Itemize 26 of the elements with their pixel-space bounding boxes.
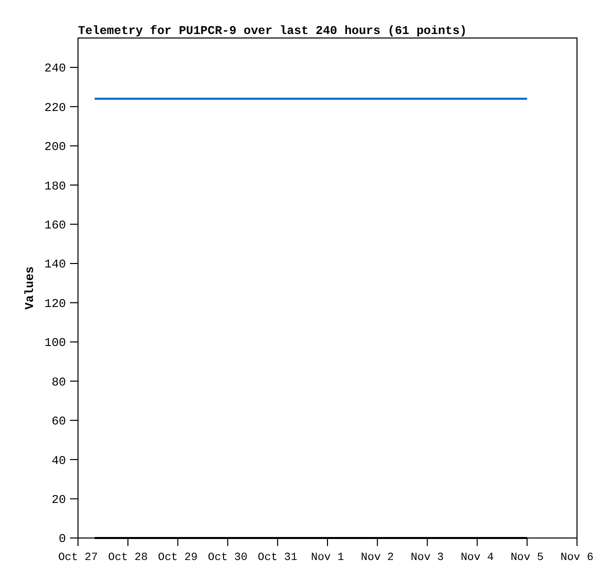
y-tick-label: 60 <box>52 414 66 429</box>
x-tick-label: Nov 1 <box>310 552 344 564</box>
y-tick-label: 40 <box>52 454 66 468</box>
y-axis-title: Values <box>23 266 37 310</box>
x-tick-label: Oct 30 <box>208 552 248 564</box>
y-tick-label: 140 <box>44 258 66 272</box>
x-tick-label: Oct 27 <box>58 552 98 564</box>
x-tick-label: Nov 5 <box>510 552 544 564</box>
y-tick-label: 160 <box>44 218 66 232</box>
y-tick-label: 80 <box>52 375 66 390</box>
x-tick-label: Nov 6 <box>560 552 594 564</box>
y-tick-label: 100 <box>44 336 66 350</box>
x-tick-label: Oct 31 <box>258 552 298 564</box>
y-tick-label: 0 <box>58 532 66 546</box>
y-tick-label: 120 <box>44 296 66 311</box>
y-tick-label: 180 <box>44 179 66 194</box>
y-tick-label: 220 <box>44 100 66 115</box>
x-tick-label: Nov 4 <box>460 552 494 564</box>
chart-title: Telemetry for PU1PCR-9 over last 240 hours (61 points) <box>78 24 467 38</box>
x-tick-label: Oct 28 <box>108 552 148 564</box>
x-tick-label: Nov 2 <box>360 552 394 564</box>
y-tick-label: 240 <box>44 62 66 76</box>
x-tick-label: Nov 3 <box>410 552 444 564</box>
y-tick-label: 20 <box>52 492 66 507</box>
y-tick-label: 200 <box>44 140 66 154</box>
x-tick-label: Oct 29 <box>158 552 198 564</box>
